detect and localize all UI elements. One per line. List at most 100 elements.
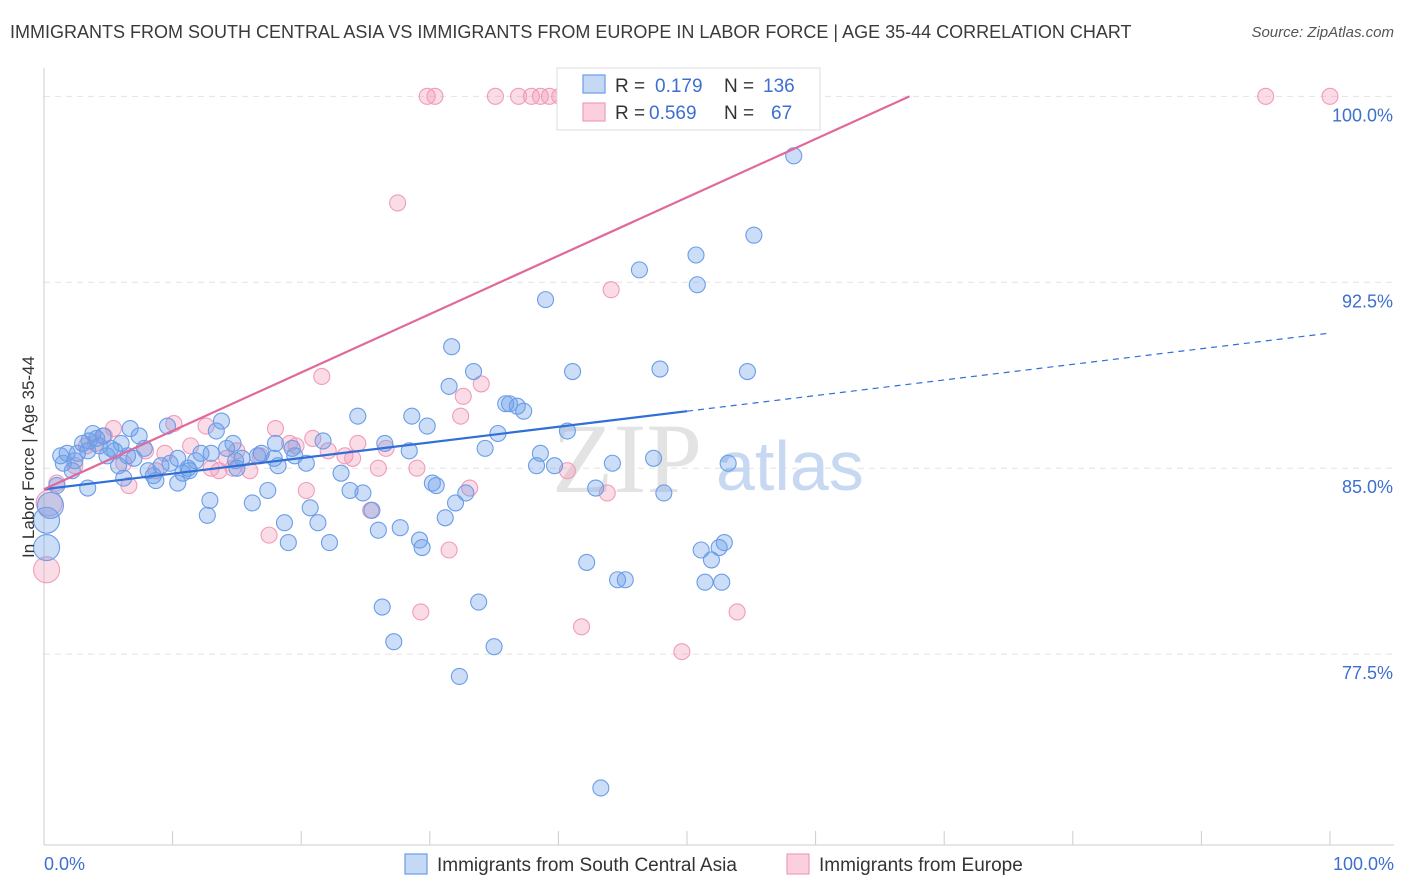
x-ticks xyxy=(43,831,1331,845)
south-central-asia-point-89 xyxy=(515,402,533,420)
europe-point-21 xyxy=(241,462,259,480)
europe-point-49 xyxy=(522,87,540,105)
south-central-asia-point-125 xyxy=(161,454,179,472)
south-central-asia-point-58 xyxy=(332,464,350,482)
south-central-asia-point-91 xyxy=(531,444,549,462)
europe-point-48 xyxy=(509,87,528,105)
europe-point-57 xyxy=(602,281,620,299)
europe-point-43 xyxy=(452,407,470,425)
south-central-asia-point-97 xyxy=(587,479,605,497)
x-tick-label-min: 0.0% xyxy=(44,854,85,874)
south-central-asia-point-127 xyxy=(218,439,236,457)
south-central-asia-point-95 xyxy=(563,362,582,381)
south-central-asia-point-104 xyxy=(651,360,669,378)
south-central-asia-point-1 xyxy=(33,533,61,562)
south-central-asia-point-84 xyxy=(485,638,503,656)
europe-point-63 xyxy=(728,603,746,621)
europe-point-23 xyxy=(260,526,278,544)
europe-point-62 xyxy=(673,643,691,661)
south-central-asia-point-71 xyxy=(413,538,431,557)
south-central-asia-point-126 xyxy=(179,459,197,477)
south-central-asia-point-124 xyxy=(125,449,143,467)
south-central-asia-point-92 xyxy=(536,291,555,309)
south-central-asia-point-76 xyxy=(440,377,458,395)
stats-box: R = 0.179 N = 136 R = 0.569 N = 67 xyxy=(556,67,821,131)
south-central-asia-point-109 xyxy=(696,573,714,591)
stats-r-value-blue: 0.179 xyxy=(655,76,703,97)
y-tick-label-0: 77.5% xyxy=(1342,663,1393,683)
south-central-asia-point-55 xyxy=(309,514,327,532)
south-central-asia-point-116 xyxy=(745,226,763,244)
watermark-zip: ZIP xyxy=(552,403,702,514)
europe-point-28 xyxy=(304,429,322,447)
south-central-asia-point-121 xyxy=(68,444,86,462)
europe-point-53 xyxy=(558,462,576,480)
stats-n-label-pink: N = xyxy=(724,103,754,124)
europe-point-47 xyxy=(486,87,504,105)
europe-point-66 xyxy=(1321,87,1339,105)
south-central-asia-point-36 xyxy=(201,491,219,509)
source-label: Source: ZipAtlas.com xyxy=(1251,24,1394,41)
europe-point-1 xyxy=(35,489,63,517)
europe-point-37 xyxy=(389,194,407,212)
south-central-asia-point-81 xyxy=(464,362,483,381)
legend-item-south-central-asia[interactable]: Immigrants from South Central Asia xyxy=(404,853,737,876)
stats-r-label-blue: R = xyxy=(615,76,645,97)
south-central-asia-point-74 xyxy=(427,477,445,495)
south-central-asia-point-105 xyxy=(655,484,673,502)
south-central-asia-point-50 xyxy=(275,514,294,532)
south-central-asia-point-83 xyxy=(476,439,494,457)
europe-point-54 xyxy=(572,618,591,636)
south-central-asia-point-78 xyxy=(446,494,465,512)
europe-point-46 xyxy=(472,375,490,393)
legend-swatch-blue xyxy=(404,853,428,875)
legend-label-europe: Immigrants from Europe xyxy=(819,855,1023,876)
south-central-asia-point-72 xyxy=(418,417,436,435)
south-central-asia-point-102 xyxy=(630,261,648,279)
south-central-asia-point-69 xyxy=(403,407,421,425)
south-central-asia-point-66 xyxy=(391,519,409,537)
europe-point-27 xyxy=(297,481,315,500)
stats-r-label-pink: R = xyxy=(615,103,645,124)
south-central-asia-point-79 xyxy=(450,667,468,685)
south-central-asia-point-112 xyxy=(715,534,733,552)
y-tick-labels: 77.5% 85.0% 92.5% 100.0% xyxy=(1332,105,1393,683)
south-central-asia-point-103 xyxy=(645,449,663,467)
trend-line-south-central-asia-extension xyxy=(686,332,1331,412)
stats-n-value-pink: 67 xyxy=(771,103,792,124)
stats-swatch-blue xyxy=(582,74,606,94)
y-tick-label-2: 92.5% xyxy=(1342,291,1393,311)
south-central-asia-point-68 xyxy=(400,442,418,460)
legend-label-south-central-asia: Immigrants from South Central Asia xyxy=(437,855,737,876)
south-central-asia-point-122 xyxy=(94,427,112,445)
axes xyxy=(43,68,1394,846)
south-central-asia-point-59 xyxy=(349,407,367,425)
stats-swatch-pink xyxy=(582,102,606,122)
legend-swatch-pink xyxy=(786,853,810,875)
south-central-asia-point-47 xyxy=(266,434,285,452)
europe-point-32 xyxy=(344,449,362,467)
south-central-asia-point-113 xyxy=(713,573,731,591)
south-central-asia-point-67 xyxy=(385,633,403,651)
series-south-central-asia-points xyxy=(33,87,812,797)
south-central-asia-point-62 xyxy=(363,501,381,519)
south-central-asia-point-64 xyxy=(373,598,391,616)
europe-point-44 xyxy=(454,387,472,405)
south-central-asia-point-80 xyxy=(457,484,475,502)
trend-lines xyxy=(43,95,1331,491)
south-central-asia-point-75 xyxy=(436,509,454,527)
south-central-asia-point-120 xyxy=(54,454,72,472)
watermark-atlas: atlas xyxy=(716,427,864,505)
south-central-asia-point-34 xyxy=(192,444,210,462)
europe-point-39 xyxy=(412,603,430,621)
y-tick-label-1: 85.0% xyxy=(1342,477,1393,497)
south-central-asia-point-115 xyxy=(738,362,756,381)
south-central-asia-point-93 xyxy=(545,457,564,475)
south-central-asia-point-110 xyxy=(702,551,720,569)
legend-item-europe[interactable]: Immigrants from Europe xyxy=(786,853,1023,876)
south-central-asia-point-123 xyxy=(102,439,120,457)
south-central-asia-point-51 xyxy=(279,534,297,552)
south-central-asia-point-53 xyxy=(283,439,301,457)
south-central-asia-point-61 xyxy=(354,484,372,502)
